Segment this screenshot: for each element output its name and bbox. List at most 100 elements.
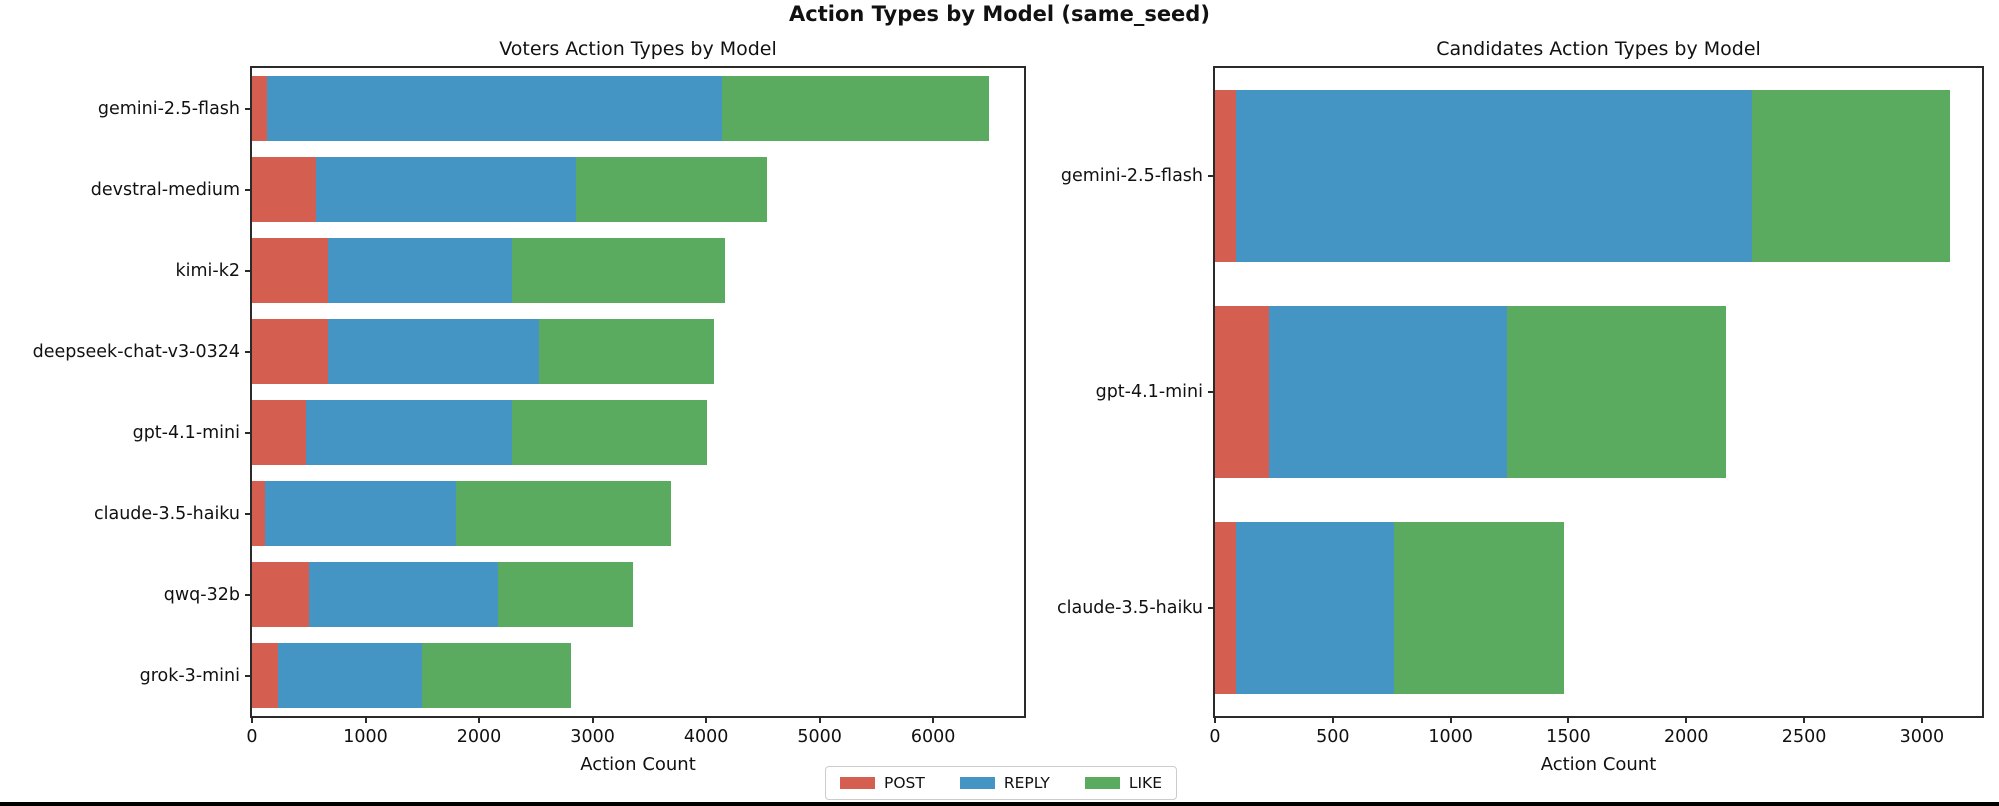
bar-segment-reply	[315, 157, 577, 222]
bar-segment-post	[252, 319, 329, 384]
bar-segment-reply	[1236, 521, 1395, 695]
category-label: grok-3-mini	[139, 665, 240, 686]
x-tick-label: 0	[1209, 727, 1221, 747]
screenshot-bottom-border	[0, 802, 1999, 806]
category-label: claude-3.5-haiku	[94, 503, 240, 524]
x-tick-label: 1000	[1428, 727, 1473, 747]
y-tick-mark	[1208, 607, 1215, 609]
plot-area: gemini-2.5-flash gpt-4.1-mini claude-3.5-h…	[1057, 68, 1982, 716]
category-label: claude-3.5-haiku	[1057, 598, 1203, 618]
x-tick-mark	[705, 716, 708, 723]
figure-title: Action Types by Model (same_seed)	[789, 2, 1210, 26]
bar-segment-post	[252, 400, 307, 465]
x-tick-label: 2000	[1663, 727, 1709, 747]
category-label: kimi-k2	[175, 260, 241, 281]
bar-segment-reply	[265, 481, 457, 546]
bar-segment-like	[456, 481, 671, 546]
bar-segment-post	[1215, 89, 1237, 263]
legend-label-reply: REPLY	[1003, 774, 1050, 792]
stacked-bar	[252, 481, 1024, 546]
bar-segment-like	[538, 319, 715, 384]
legend-item-reply: REPLY	[959, 774, 1050, 792]
bar-segment-reply	[328, 319, 539, 384]
x-tick-mark	[1449, 716, 1452, 723]
stacked-bar	[252, 643, 1024, 708]
y-tick-mark	[245, 512, 252, 515]
plot-area: gemini-2.5-flash devstral-medium kimi-k2 de…	[33, 68, 1024, 716]
x-tick-mark	[1567, 716, 1570, 723]
voters-chart: Voters Action Types by Model gemini-2.5-f…	[33, 38, 1026, 775]
bar-segment-like	[1752, 89, 1951, 263]
bar-row: grok-3-mini	[140, 635, 1024, 716]
bar-segment-post	[252, 481, 266, 546]
category-label: gpt-4.1-mini	[1095, 382, 1203, 402]
bar-row: deepseek-chat-v3-0324	[33, 311, 1024, 392]
bar-segment-post	[252, 157, 316, 222]
x-tick-label: 0	[246, 727, 258, 747]
x-axis-label: Action Count	[1540, 754, 1657, 775]
stacked-bar	[252, 76, 1024, 141]
bar-row: gemini-2.5-flash	[98, 68, 1024, 149]
bar-segment-like	[421, 643, 571, 708]
legend-item-like: LIKE	[1084, 774, 1162, 792]
category-label: gemini-2.5-flash	[97, 98, 240, 119]
x-tick-label: 2000	[456, 727, 502, 747]
bar-segment-like	[511, 400, 707, 465]
bar-segment-reply	[277, 643, 422, 708]
x-tick-mark	[478, 716, 481, 723]
bar-segment-reply	[328, 238, 512, 303]
y-tick-mark	[245, 107, 252, 110]
bar-segment-post	[252, 238, 329, 303]
x-tick-label: 6000	[910, 727, 956, 747]
stacked-bar	[252, 562, 1024, 627]
bar-segment-post	[252, 643, 278, 708]
bar-segment-like	[576, 157, 768, 222]
bar-row: gemini-2.5-flash	[1061, 68, 1982, 284]
y-tick-mark	[245, 431, 252, 434]
bar-segment-reply	[308, 562, 498, 627]
x-tick-label: 4000	[683, 727, 729, 747]
x-tick-mark	[364, 716, 367, 723]
stacked-bar	[1215, 89, 1982, 263]
bar-segment-reply	[267, 76, 722, 141]
bar-segment-post	[252, 76, 268, 141]
bar-segment-reply	[306, 400, 512, 465]
candidates-chart: Candidates Action Types by Model gemini-2…	[1057, 38, 1984, 775]
category-label: gemini-2.5-flash	[1060, 166, 1203, 186]
category-label: deepseek-chat-v3-0324	[32, 341, 240, 362]
x-tick-label: 500	[1316, 727, 1350, 747]
legend: POST REPLY LIKE	[825, 766, 1177, 800]
bar-segment-reply	[1269, 305, 1508, 479]
x-tick-label: 3000	[1899, 727, 1945, 747]
x-tick-label: 2500	[1781, 727, 1827, 747]
subplot-title: Voters Action Types by Model	[499, 38, 777, 60]
bar-row: claude-3.5-haiku	[94, 473, 1024, 554]
legend-label-like: LIKE	[1128, 774, 1162, 792]
x-tick-mark	[1331, 716, 1334, 723]
x-tick-mark	[818, 716, 821, 723]
like-color-swatch	[1084, 777, 1120, 789]
bar-row: kimi-k2	[176, 230, 1024, 311]
y-tick-mark	[245, 350, 252, 353]
bar-row: devstral-medium	[91, 149, 1024, 230]
bar-segment-like	[1507, 305, 1727, 479]
bar-segment-like	[1394, 521, 1564, 695]
bar-segment-like	[511, 238, 726, 303]
x-tick-mark	[932, 716, 935, 723]
x-tick-mark	[1920, 716, 1923, 723]
legend-label-post: POST	[884, 774, 925, 792]
category-label: qwq-32b	[163, 584, 240, 605]
category-label: gpt-4.1-mini	[132, 422, 240, 443]
x-tick-label: 1500	[1546, 727, 1591, 747]
post-color-swatch	[840, 777, 875, 789]
stacked-bar	[1215, 305, 1982, 479]
y-tick-mark	[245, 674, 252, 677]
x-axis-label: Action Count	[580, 754, 696, 775]
x-tick-mark	[591, 716, 594, 723]
bar-row: qwq-32b	[164, 554, 1024, 635]
x-tick-mark	[251, 716, 253, 723]
bar-row: gpt-4.1-mini	[133, 392, 1024, 473]
x-tick-mark	[1214, 716, 1216, 723]
subplot-title: Candidates Action Types by Model	[1436, 38, 1761, 60]
